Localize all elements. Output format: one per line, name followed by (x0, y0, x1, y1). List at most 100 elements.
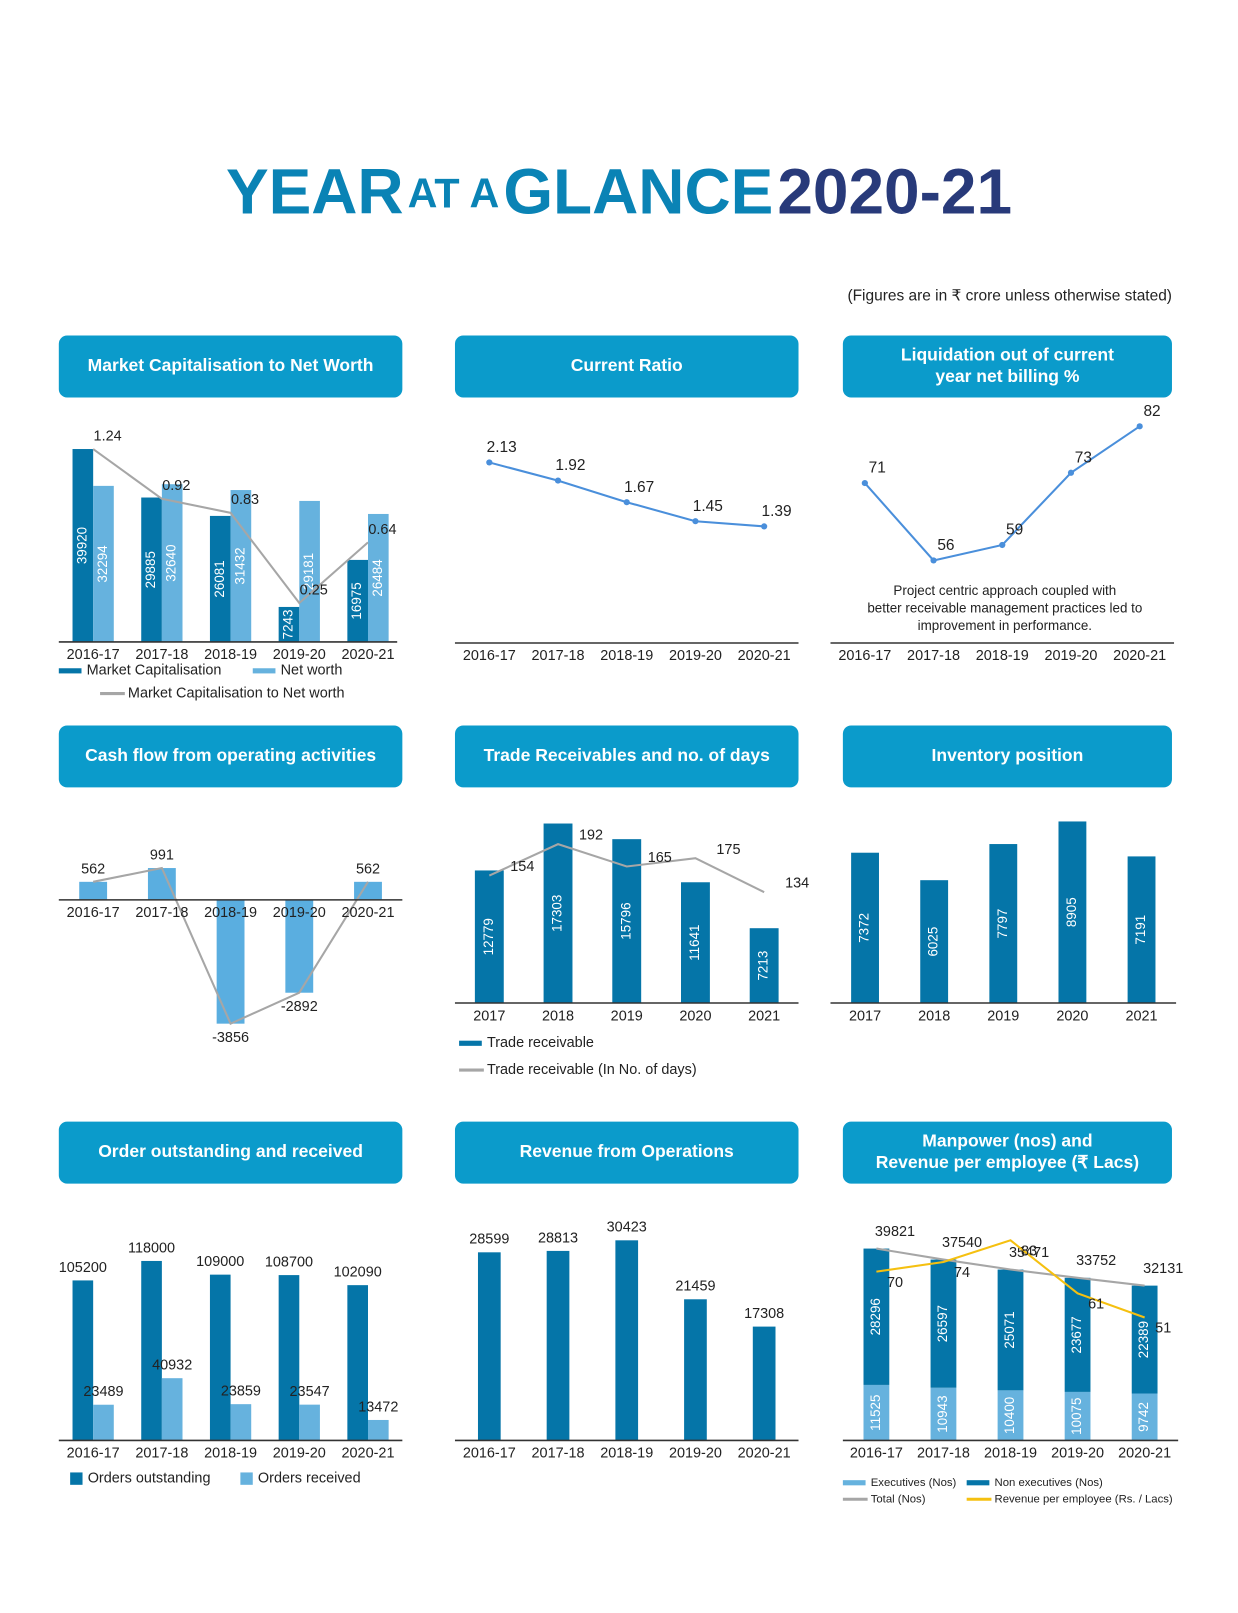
line-label: 74 (954, 1265, 970, 1281)
bar (367, 513, 389, 642)
bar (278, 1275, 300, 1441)
bar-label: 29181 (301, 553, 316, 590)
line-label: 0.25 (300, 582, 328, 598)
line-label: 51 (1155, 1321, 1171, 1337)
bar (299, 1404, 320, 1441)
bar-label: 105200 (59, 1260, 107, 1276)
annotation: better receivable management practices l… (867, 600, 1142, 615)
point-label: 71 (869, 460, 886, 477)
x-tick-label: 2021 (1125, 1008, 1157, 1024)
bar-label: 26597 (935, 1305, 950, 1342)
x-tick-label: 2020 (1056, 1008, 1088, 1024)
bar-label: 562 (356, 861, 380, 877)
chart-title: Trade Receivables and no. of days (484, 745, 770, 765)
legend-label: Net worth (281, 663, 343, 679)
x-tick-label: 2017-18 (135, 647, 188, 663)
line-label: 37540 (942, 1235, 982, 1251)
bar (997, 1269, 1024, 1391)
x-tick-label: 2018-19 (204, 1446, 257, 1462)
bar-label: 13472 (358, 1399, 398, 1415)
x-tick-label: 2019 (987, 1008, 1019, 1024)
line-label: 0.64 (368, 522, 396, 538)
bar (141, 497, 162, 642)
bar (347, 559, 368, 642)
x-tick-label: 2019-20 (273, 905, 326, 921)
bar (209, 1274, 231, 1441)
x-tick-label: 2018 (918, 1008, 950, 1024)
line-label: 35471 (1009, 1245, 1049, 1261)
bar-label: 7372 (857, 913, 872, 943)
line-label: 32131 (1143, 1261, 1183, 1277)
title-box (842, 1121, 1172, 1184)
chart-title: Inventory position (932, 745, 1084, 765)
x-tick-label: 2017-18 (135, 1446, 188, 1462)
line (864, 425, 1141, 562)
bar-label: 11525 (868, 1395, 883, 1431)
bar (752, 1326, 776, 1441)
bar (230, 490, 252, 642)
x-tick-label: 2019-20 (1044, 648, 1097, 664)
x-tick-label: 2020-21 (341, 1446, 394, 1462)
x-tick-label: 2020-21 (341, 647, 394, 663)
bar (1131, 1285, 1158, 1394)
x-tick-label: 2020-21 (738, 648, 791, 664)
trend-line (92, 866, 369, 1026)
legend-swatch (842, 1480, 866, 1486)
bar (79, 881, 108, 900)
bar (1131, 1393, 1158, 1441)
bar (997, 1390, 1024, 1441)
point (623, 499, 630, 506)
bar-label: 17308 (744, 1306, 784, 1322)
bar-label: 991 (150, 847, 174, 863)
x-tick-label: 2017-18 (907, 648, 960, 664)
line-label: 61 (1088, 1297, 1104, 1313)
bar (930, 1387, 957, 1441)
bar (863, 1384, 890, 1441)
x-tick-label: 2019-20 (273, 1446, 326, 1462)
bar (278, 606, 300, 642)
chart-title: Cash flow from operating activities (85, 745, 376, 765)
point (861, 479, 868, 487)
bar (543, 823, 573, 1004)
bar (749, 928, 779, 1004)
bar (1127, 856, 1156, 1004)
x-tick-label: 2017-18 (532, 1446, 585, 1462)
bar-label: 28599 (469, 1232, 509, 1248)
page-title: YEAR AT A GLANCE 2020-21 (226, 155, 1012, 227)
point-label: 1.67 (624, 479, 654, 496)
legend-label: Trade receivable (In No. of days) (487, 1062, 697, 1078)
legend-label: Orders received (258, 1470, 361, 1486)
x-tick-label: 2019-20 (273, 647, 326, 663)
line (488, 843, 765, 894)
figures-note: (Figures are in ₹ crore unless otherwise… (847, 287, 1172, 304)
line (92, 448, 369, 605)
bar-label: 30423 (607, 1220, 647, 1236)
bar-label: 28296 (868, 1298, 883, 1335)
x-tick-label: 2021 (748, 1008, 780, 1024)
title-box (454, 1121, 799, 1184)
bar (474, 870, 504, 1004)
line-label: 1.24 (94, 428, 122, 444)
line-label: 83 (1021, 1243, 1037, 1259)
line-label: 154 (510, 859, 534, 875)
x-tick-label: 2018-19 (600, 1446, 653, 1462)
bar-label: -2892 (281, 999, 318, 1015)
legend-label: Revenue per employee (Rs. / Lacs) (995, 1493, 1173, 1505)
bar-label: 39920 (74, 527, 89, 564)
x-tick-label: 2016-17 (838, 648, 891, 664)
legend-label: Market Capitalisation (87, 663, 222, 679)
line (876, 1239, 1145, 1319)
bar (347, 1285, 368, 1441)
x-tick-label: 2016-17 (463, 1446, 516, 1462)
bar-label: 562 (81, 861, 105, 877)
point (486, 459, 493, 466)
bar-label: 8905 (1064, 897, 1079, 927)
chart-title: Revenue per employee (₹ Lacs) (876, 1152, 1139, 1172)
bar (930, 1259, 957, 1388)
x-tick-label: 2018 (542, 1008, 574, 1024)
point (1067, 469, 1075, 476)
bar-label: 26484 (370, 559, 385, 597)
